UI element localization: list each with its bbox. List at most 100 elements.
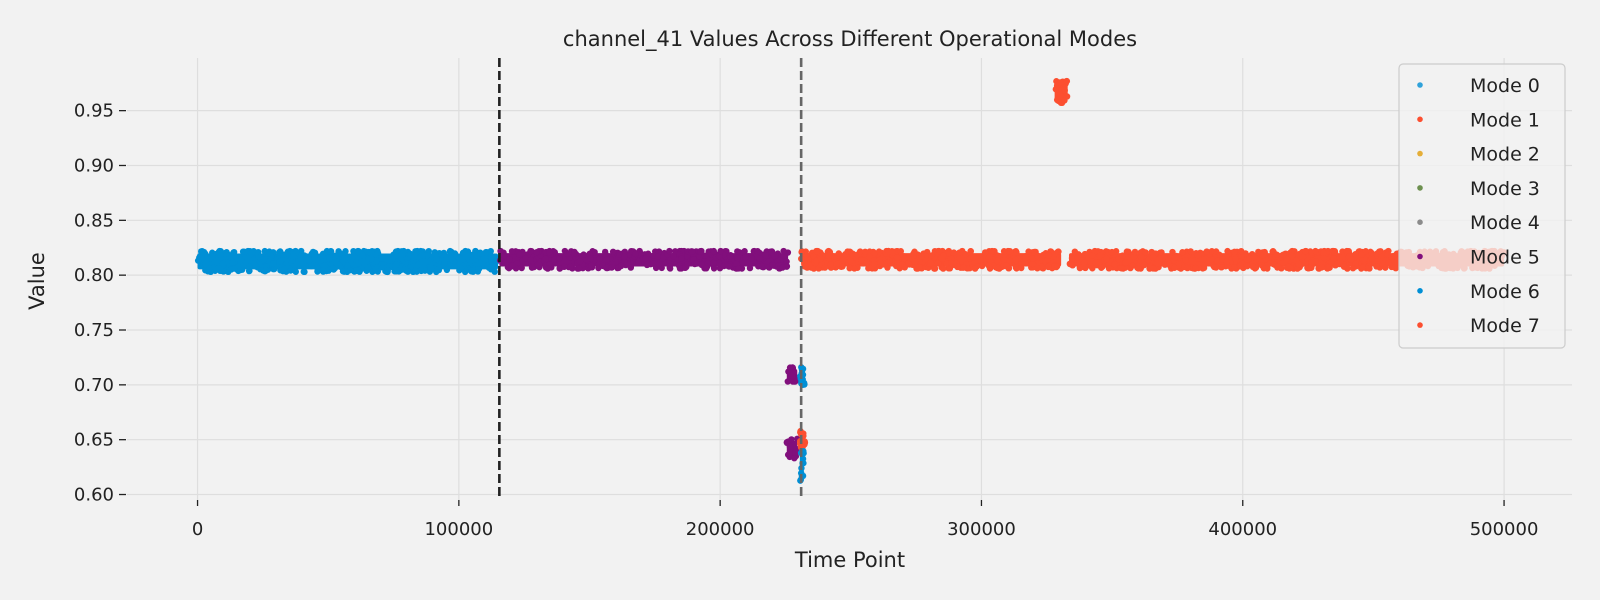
scatter-point	[1285, 263, 1292, 270]
scatter-point	[1145, 256, 1152, 264]
scatter-point	[703, 265, 710, 272]
scatter-point	[961, 250, 969, 258]
scatter-point	[928, 252, 935, 259]
scatter-point	[1251, 254, 1258, 261]
x-axis-label: Time Point	[794, 548, 905, 572]
data-points	[194, 77, 1508, 484]
scatter-point	[372, 266, 379, 273]
scatter-point	[1208, 248, 1216, 255]
scatter-point	[1359, 264, 1366, 271]
scatter-point	[435, 266, 443, 274]
scatter-point	[209, 253, 216, 260]
scatter-point	[817, 255, 825, 263]
scatter-point	[710, 265, 718, 272]
scatter-point	[697, 247, 704, 255]
scatter-point	[1308, 258, 1315, 266]
scatter-point	[1318, 264, 1325, 271]
scatter-point	[871, 260, 878, 268]
scatter-point	[684, 260, 691, 268]
scatter-point	[977, 257, 985, 264]
scatter-point	[231, 265, 238, 272]
scatter-point	[535, 260, 543, 268]
scatter-point	[797, 431, 805, 438]
scatter-point	[930, 265, 938, 272]
scatter-point	[642, 255, 649, 262]
scatter-point	[938, 254, 945, 262]
scatter-point	[1142, 249, 1149, 256]
scatter-point	[666, 247, 673, 255]
scatter-point	[715, 259, 723, 267]
scatter-point	[897, 248, 905, 255]
scatter-point	[993, 257, 1001, 265]
scatter-point	[786, 364, 794, 371]
scatter-point	[710, 247, 717, 255]
legend-entry: Mode 6	[1470, 281, 1540, 303]
scatter-point	[1358, 251, 1365, 259]
scatter-point	[263, 267, 270, 274]
scatter-point	[946, 265, 954, 272]
scatter-point	[352, 267, 360, 275]
scatter-point	[468, 267, 476, 274]
scatter-point	[858, 257, 865, 264]
scatter-point	[334, 261, 342, 268]
scatter-point	[509, 262, 516, 269]
y-tick-label: 0.95	[74, 101, 114, 122]
scatter-point	[725, 263, 733, 270]
scatter-point	[1137, 249, 1145, 256]
scatter-point	[276, 258, 284, 265]
scatter-point	[441, 260, 448, 267]
scatter-point	[875, 248, 883, 255]
scatter-point	[939, 265, 947, 272]
scatter-point	[473, 252, 480, 259]
scatter-point	[551, 256, 558, 263]
scatter-point	[400, 247, 407, 255]
scatter-point	[518, 264, 525, 272]
scatter-point	[780, 247, 787, 255]
scatter-point	[1029, 260, 1036, 268]
scatter-point	[311, 249, 319, 256]
scatter-point	[1295, 260, 1302, 268]
scatter-point	[1182, 256, 1189, 264]
scatter-point	[756, 255, 763, 262]
scatter-point	[1002, 262, 1010, 269]
scatter-point	[847, 257, 854, 265]
scatter-point	[302, 262, 309, 270]
scatter-point	[666, 265, 674, 272]
x-tick-label: 200000	[686, 519, 755, 540]
scatter-point	[1169, 248, 1176, 256]
scatter-point	[1368, 255, 1376, 262]
scatter-point	[603, 256, 610, 263]
scatter-point	[788, 372, 796, 379]
scatter-point	[762, 251, 769, 259]
scatter-point	[717, 247, 724, 255]
scatter-point	[1231, 264, 1238, 271]
scatter-point	[786, 443, 794, 450]
scatter-point	[418, 267, 425, 275]
scatter-point	[533, 248, 540, 256]
scatter-point	[374, 249, 382, 257]
scatter-point	[1122, 259, 1130, 266]
scatter-point	[742, 253, 749, 261]
scatter-point	[1362, 248, 1369, 255]
scatter-point	[1123, 248, 1131, 255]
scatter-point	[1013, 249, 1020, 256]
scatter-point	[1157, 249, 1164, 256]
scatter-point	[1022, 254, 1029, 261]
scatter-point	[368, 255, 375, 263]
scatter-point	[378, 255, 385, 262]
scatter-point	[460, 254, 467, 261]
scatter-point	[603, 264, 611, 272]
legend-marker	[1417, 288, 1423, 294]
scatter-point	[463, 248, 471, 256]
scatter-point	[635, 258, 642, 266]
scatter-point	[1171, 253, 1179, 261]
legend-entry: Mode 3	[1470, 178, 1540, 200]
scatter-point	[1320, 249, 1327, 256]
legend-marker	[1417, 322, 1423, 328]
scatter-point	[1368, 249, 1375, 257]
scatter-point	[994, 264, 1001, 272]
scatter-point	[1140, 261, 1148, 269]
x-tick-label: 100000	[424, 519, 493, 540]
x-tick-label: 300000	[947, 519, 1016, 540]
y-axis-label: Value	[25, 252, 49, 310]
